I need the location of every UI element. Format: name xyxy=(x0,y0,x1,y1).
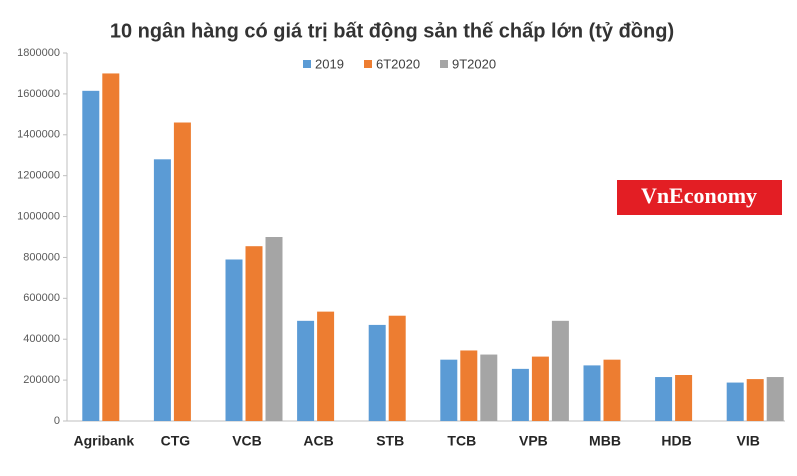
x-tick-label: VPB xyxy=(519,433,548,449)
y-tick-label: 1400000 xyxy=(17,129,60,141)
bar xyxy=(603,359,621,421)
bar xyxy=(511,368,529,421)
y-tick-label: 1800000 xyxy=(17,47,60,59)
y-tick-label: 1200000 xyxy=(17,170,60,182)
bar xyxy=(655,377,673,421)
bar xyxy=(245,246,263,421)
bar xyxy=(675,375,693,421)
bar xyxy=(440,359,458,421)
bar xyxy=(173,122,191,421)
x-tick-label: MBB xyxy=(589,433,621,449)
bar xyxy=(82,90,100,422)
x-tick-label: HDB xyxy=(661,433,691,449)
y-tick-label: 1000000 xyxy=(17,210,60,222)
y-tick-label: 200000 xyxy=(23,374,60,386)
y-tick-label: 0 xyxy=(54,415,60,427)
bar xyxy=(388,315,406,421)
x-tick-label: ACB xyxy=(303,433,333,449)
legend-swatch xyxy=(440,60,448,68)
y-tick-label: 400000 xyxy=(23,333,60,345)
logo-box xyxy=(617,180,782,215)
bar xyxy=(225,259,243,421)
x-tick-label: VCB xyxy=(232,433,262,449)
bar xyxy=(297,320,315,421)
bar xyxy=(480,354,498,421)
x-tick-label: Agribank xyxy=(73,433,134,449)
bar xyxy=(460,350,478,421)
legend-label: 6T2020 xyxy=(376,56,420,71)
legend-swatch xyxy=(303,60,311,68)
legend-label: 2019 xyxy=(315,56,344,71)
bar xyxy=(551,320,569,421)
x-tick-label: STB xyxy=(376,433,404,449)
chart-title: 10 ngân hàng có giá trị bất động sản thế… xyxy=(110,20,674,42)
x-tick-label: VIB xyxy=(737,433,760,449)
bar xyxy=(102,73,120,421)
bar xyxy=(746,379,764,421)
bar xyxy=(531,356,549,421)
bar xyxy=(317,311,335,421)
x-tick-label: CTG xyxy=(161,433,191,449)
legend-label: 9T2020 xyxy=(452,56,496,71)
y-tick-label: 800000 xyxy=(23,251,60,263)
bar xyxy=(583,365,601,421)
logo-text: VnEconomy xyxy=(641,183,757,208)
y-tick-label: 1600000 xyxy=(17,88,60,100)
bar xyxy=(153,159,171,422)
y-tick-label: 600000 xyxy=(23,292,60,304)
legend-swatch xyxy=(364,60,372,68)
bar xyxy=(726,382,744,421)
bar xyxy=(368,324,386,421)
x-tick-label: TCB xyxy=(447,433,476,449)
bar xyxy=(265,237,283,421)
bar xyxy=(766,377,784,421)
